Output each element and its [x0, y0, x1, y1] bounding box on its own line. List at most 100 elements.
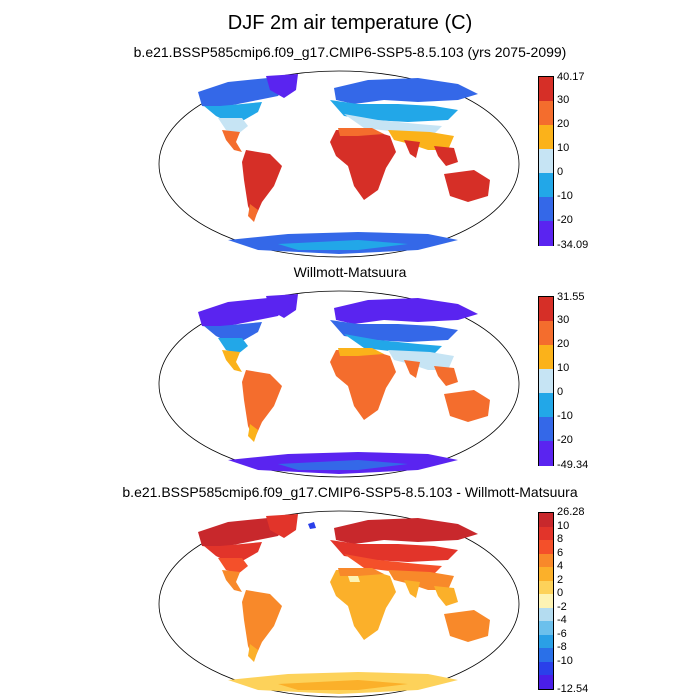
land-north-america-cold	[198, 298, 288, 328]
colorbar-tick-label: 6	[557, 546, 564, 559]
colorbar-max-label: 40.17	[557, 71, 585, 83]
colorbar	[538, 296, 554, 466]
colorbar-tick-label: -10	[557, 190, 573, 202]
panel-difference: b.e21.BSSP585cmip6.f09_g17.CMIP6-SSP5-8.…	[0, 484, 700, 699]
land-africa-north	[338, 348, 384, 356]
world-map	[158, 70, 520, 258]
colorbar	[538, 512, 554, 690]
colorbar-segment	[539, 580, 553, 595]
colorbar-min-label: -49.34	[557, 459, 589, 471]
land-north-america-low	[218, 558, 248, 574]
world-map	[158, 510, 520, 698]
land-africa-north	[338, 568, 384, 576]
colorbar-segment	[539, 594, 553, 609]
colorbar-segment	[539, 297, 553, 322]
colorbar-tick-label: 20	[557, 338, 570, 350]
colorbar-segment	[539, 441, 553, 466]
land-africa	[330, 570, 396, 640]
land-greenland	[266, 514, 298, 538]
colorbar-tick-label: -6	[557, 627, 567, 640]
colorbar-segment	[539, 125, 553, 150]
world-map	[158, 290, 520, 478]
colorbar-tick-label: -2	[557, 600, 567, 613]
colorbar-tick-label: 10	[557, 142, 570, 154]
colorbar-tick-label: 10	[557, 519, 570, 532]
land-north-america-cool	[204, 102, 262, 122]
land-asia-warm	[388, 350, 454, 370]
colorbar-tick-label: 30	[557, 314, 570, 326]
colorbar-tick-label: -20	[557, 214, 573, 226]
panel-title: b.e21.BSSP585cmip6.f09_g17.CMIP6-SSP5-8.…	[122, 484, 578, 500]
colorbar-tick-label: 0	[557, 386, 564, 398]
land-australia	[444, 390, 490, 422]
colorbar-segment	[539, 567, 553, 582]
colorbar-segment	[539, 173, 553, 198]
colorbar-segment	[539, 101, 553, 126]
colorbar-tick-label: -8	[557, 641, 567, 654]
colorbar-segment	[539, 661, 553, 676]
land-north-america-warm	[222, 130, 242, 152]
colorbar-tick-label: 30	[557, 94, 570, 106]
colorbar-segment	[539, 149, 553, 174]
land-eurasia-high	[334, 518, 478, 544]
land-south-america	[242, 590, 282, 660]
colorbar-segment	[539, 197, 553, 222]
land-antarctica-interior	[278, 680, 408, 690]
land-greenland-anomaly	[308, 522, 316, 529]
panel-future-climatology: b.e21.BSSP585cmip6.f09_g17.CMIP6-SSP5-8.…	[0, 44, 700, 259]
colorbar-tick-label: 0	[557, 587, 564, 600]
land-eurasia-cold	[334, 78, 478, 104]
land-north-america-cold	[198, 78, 288, 108]
colorbar-segment	[539, 540, 553, 555]
land-south-america	[242, 150, 282, 220]
colorbar-tick-label: 4	[557, 560, 564, 573]
land-north-america-mid	[204, 542, 262, 562]
colorbar	[538, 76, 554, 246]
colorbar-segment	[539, 321, 553, 346]
land-australia	[444, 610, 490, 642]
land-sahara-cool	[348, 576, 360, 582]
colorbar-min-label: -12.54	[557, 683, 589, 695]
colorbar-segment	[539, 634, 553, 649]
land-antarctica-interior	[278, 460, 408, 470]
colorbar-segment	[539, 513, 553, 528]
colorbar-tick-label: 10	[557, 362, 570, 374]
colorbar-tick-label: -10	[557, 654, 573, 667]
panel-title: Willmott-Matsuura	[293, 264, 407, 280]
land-eurasia-cool	[330, 320, 458, 342]
colorbar-segment	[539, 607, 553, 622]
colorbar-min-label: -34.09	[557, 239, 589, 251]
land-asia-warm	[388, 130, 454, 150]
land-eurasia-low	[344, 554, 442, 574]
land-eurasia-mid	[330, 540, 458, 562]
land-australia	[444, 170, 490, 202]
colorbar-segment	[539, 553, 553, 568]
land-north-america-mild	[218, 338, 248, 354]
land-north-america-warm	[222, 350, 242, 372]
panel-title: b.e21.BSSP585cmip6.f09_g17.CMIP6-SSP5-8.…	[133, 44, 567, 60]
colorbar-tick-label: -20	[557, 434, 573, 446]
land-antarctica-interior	[278, 240, 408, 250]
colorbar-tick-label: 20	[557, 118, 570, 130]
colorbar-tick-label: 2	[557, 573, 564, 586]
land-eurasia-mild	[344, 114, 442, 134]
land-south-america-tip	[248, 204, 258, 222]
colorbar-segment	[539, 345, 553, 370]
panel-observed-climatology: Willmott-Matsuura 31.55 -49.34 30 20 10 0 -1…	[0, 264, 700, 479]
land-india-seasia	[404, 580, 458, 606]
colorbar-tick-label: 8	[557, 533, 564, 546]
land-africa	[330, 350, 396, 420]
colorbar-tick-label: -10	[557, 410, 573, 422]
colorbar-segment	[539, 621, 553, 636]
colorbar-max-label: 31.55	[557, 291, 585, 303]
land-central-america	[222, 570, 242, 592]
colorbar-tick-label: 0	[557, 166, 564, 178]
land-india-seasia	[404, 360, 458, 386]
land-greenland	[266, 74, 298, 98]
land-south-america-tip	[248, 644, 258, 662]
land-north-america-cool	[204, 322, 262, 342]
colorbar-segment	[539, 417, 553, 442]
colorbar-segment	[539, 221, 553, 246]
land-south-america-tip	[248, 424, 258, 442]
land-north-america-mild	[218, 118, 248, 134]
